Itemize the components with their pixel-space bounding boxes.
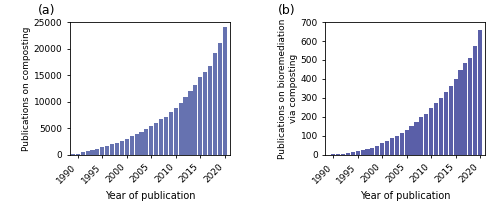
Bar xyxy=(208,66,212,155)
Bar xyxy=(404,130,408,155)
Bar xyxy=(420,117,424,155)
Bar xyxy=(341,154,345,155)
Bar xyxy=(473,46,478,155)
Bar xyxy=(164,116,168,155)
Bar xyxy=(169,112,173,155)
Bar xyxy=(350,152,355,155)
Bar xyxy=(120,141,124,155)
Bar xyxy=(370,147,374,155)
Bar xyxy=(110,144,114,155)
Bar xyxy=(375,146,380,155)
Bar xyxy=(105,146,110,155)
Bar xyxy=(115,143,119,155)
Bar xyxy=(331,154,336,155)
Bar xyxy=(380,143,384,155)
Bar xyxy=(159,119,163,155)
Bar xyxy=(390,138,394,155)
Bar xyxy=(71,154,75,155)
Bar xyxy=(198,77,202,155)
Bar xyxy=(468,58,472,155)
Bar xyxy=(213,53,217,155)
Bar xyxy=(124,139,129,155)
Bar xyxy=(90,150,94,155)
Bar xyxy=(86,151,89,155)
X-axis label: Year of publication: Year of publication xyxy=(104,191,195,200)
Text: (b): (b) xyxy=(278,4,295,17)
Text: (a): (a) xyxy=(38,4,56,17)
Bar xyxy=(130,136,134,155)
X-axis label: Year of publication: Year of publication xyxy=(360,191,450,200)
Bar xyxy=(194,85,198,155)
Bar xyxy=(346,153,350,155)
Bar xyxy=(140,132,143,155)
Bar xyxy=(360,150,364,155)
Bar xyxy=(400,133,404,155)
Bar xyxy=(458,70,462,155)
Bar xyxy=(154,123,158,155)
Bar xyxy=(184,97,188,155)
Bar xyxy=(203,72,207,155)
Bar xyxy=(76,154,80,155)
Bar xyxy=(410,126,414,155)
Bar xyxy=(424,114,428,155)
Bar xyxy=(188,91,192,155)
Bar xyxy=(144,129,148,155)
Bar xyxy=(174,108,178,155)
Bar xyxy=(149,126,154,155)
Bar xyxy=(366,149,370,155)
Bar xyxy=(464,63,468,155)
Bar xyxy=(222,27,227,155)
Bar xyxy=(100,147,104,155)
Bar xyxy=(336,154,340,155)
Bar xyxy=(218,43,222,155)
Bar xyxy=(454,79,458,155)
Bar xyxy=(478,30,482,155)
Y-axis label: Publications on bioremediation
via composting: Publications on bioremediation via compo… xyxy=(278,18,297,159)
Bar xyxy=(134,134,138,155)
Bar xyxy=(429,108,433,155)
Bar xyxy=(439,98,443,155)
Bar xyxy=(434,103,438,155)
Y-axis label: Publications on composting: Publications on composting xyxy=(22,26,31,151)
Bar xyxy=(178,103,182,155)
Bar xyxy=(96,149,100,155)
Bar xyxy=(395,136,399,155)
Bar xyxy=(356,151,360,155)
Bar xyxy=(444,92,448,155)
Bar xyxy=(80,152,85,155)
Bar xyxy=(385,141,389,155)
Bar xyxy=(414,122,418,155)
Bar xyxy=(448,86,453,155)
